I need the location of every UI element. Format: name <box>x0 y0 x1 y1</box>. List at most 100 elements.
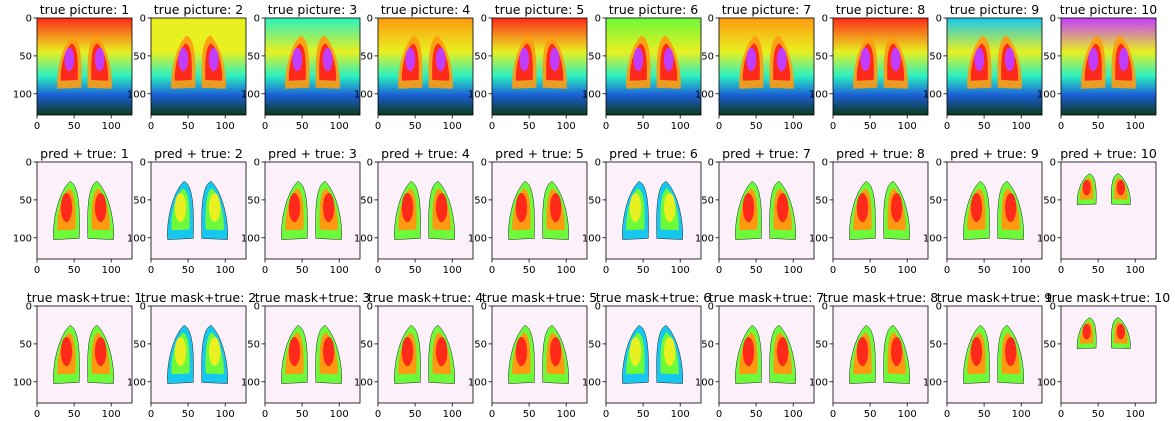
axes-frame <box>1060 305 1157 404</box>
axes-frame <box>946 305 1043 404</box>
panel-title: true mask+true: 4 <box>368 290 484 305</box>
y-tick-label: 100 <box>354 377 373 388</box>
lung-mask-hotspot <box>208 337 221 367</box>
y-tick-label: 50 <box>19 339 32 350</box>
y-tick-label: 50 <box>360 195 373 206</box>
mask-background <box>719 162 814 259</box>
lung-mask-hotspot <box>1082 179 1091 196</box>
y-tick-label: 100 <box>468 89 487 100</box>
panel: true picture: 9 0 50 100 0 50 100 <box>923 2 1043 132</box>
panel: true picture: 8 0 50 100 0 50 100 <box>809 2 929 132</box>
y-tick-label: 0 <box>254 14 260 25</box>
x-tick-label: 0 <box>716 409 722 420</box>
mask-background <box>1061 306 1156 403</box>
lung-mask-hotspot <box>515 337 528 367</box>
lung-mask-hotspot <box>208 193 221 223</box>
x-tick-label: 0 <box>830 409 836 420</box>
x-tick-label: 0 <box>148 265 154 276</box>
mask-background <box>719 306 814 403</box>
lung-mask-hotspot <box>1116 323 1126 340</box>
y-tick-label: 100 <box>809 233 828 244</box>
x-tick-label: 100 <box>330 409 349 420</box>
x-tick-label: 0 <box>262 121 268 132</box>
y-tick-label: 50 <box>1043 195 1056 206</box>
lung-hotspot <box>860 47 871 72</box>
x-tick-label: 50 <box>409 265 422 276</box>
y-tick-label: 100 <box>468 233 487 244</box>
x-tick-label: 100 <box>1126 409 1145 420</box>
panel-title: true mask+true: 2 <box>141 290 256 305</box>
x-tick-label: 0 <box>830 265 836 276</box>
panel: true picture: 7 0 50 100 0 50 100 <box>695 2 815 132</box>
axes-frame <box>605 305 702 404</box>
x-tick-label: 50 <box>1092 265 1105 276</box>
panel-title: true picture: 4 <box>381 2 470 17</box>
x-tick-label: 50 <box>637 121 650 132</box>
x-tick-label: 100 <box>557 409 576 420</box>
lung-hotspot <box>776 47 787 72</box>
mask-background <box>833 306 928 403</box>
x-tick-label: 50 <box>523 121 536 132</box>
y-tick-label: 50 <box>929 51 942 62</box>
y-tick-label: 50 <box>474 339 487 350</box>
y-tick-label: 100 <box>582 89 601 100</box>
x-tick-label: 50 <box>1092 121 1105 132</box>
y-tick-label: 50 <box>588 195 601 206</box>
panel-title: pred + true: 7 <box>722 146 811 161</box>
lung-mask-hotspot <box>174 193 187 223</box>
y-tick-label: 0 <box>822 14 828 25</box>
y-tick-label: 100 <box>695 233 714 244</box>
x-tick-label: 50 <box>409 121 422 132</box>
lung-mask-hotspot <box>890 337 903 367</box>
x-tick-label: 50 <box>68 121 81 132</box>
x-tick-label: 100 <box>102 121 121 132</box>
y-tick-label: 0 <box>367 302 373 313</box>
axes-frame <box>36 17 133 116</box>
lung-mask-hotspot <box>435 337 448 367</box>
x-tick-label: 50 <box>750 121 763 132</box>
y-tick-label: 50 <box>247 339 260 350</box>
lung-hotspot <box>208 47 219 72</box>
y-tick-label: 50 <box>701 51 714 62</box>
x-tick-label: 100 <box>784 121 803 132</box>
x-tick-label: 50 <box>409 409 422 420</box>
x-tick-label: 100 <box>443 409 462 420</box>
x-tick-label: 100 <box>216 265 235 276</box>
x-tick-label: 50 <box>182 265 195 276</box>
x-tick-label: 0 <box>830 121 836 132</box>
panel: pred + true: 4 0 50 100 0 50 100 <box>354 146 474 276</box>
y-tick-label: 100 <box>241 89 260 100</box>
x-tick-label: 0 <box>603 121 609 132</box>
x-tick-label: 0 <box>489 409 495 420</box>
axes-frame <box>1060 17 1157 116</box>
panel-title: pred + true: 6 <box>609 146 698 161</box>
panel-title: true picture: 5 <box>495 2 584 17</box>
x-tick-label: 100 <box>443 121 462 132</box>
x-tick-label: 100 <box>557 265 576 276</box>
panel-title: true mask+true: 8 <box>823 290 939 305</box>
y-tick-label: 0 <box>26 302 32 313</box>
y-tick-label: 50 <box>1043 51 1056 62</box>
mask-background <box>606 306 701 403</box>
lung-mask-hotspot <box>1004 193 1017 223</box>
lung-mask-hotspot <box>94 193 107 223</box>
y-tick-label: 100 <box>923 233 942 244</box>
axes-frame <box>150 161 247 260</box>
axes-frame <box>36 305 133 404</box>
x-tick-label: 0 <box>716 121 722 132</box>
y-tick-label: 50 <box>588 339 601 350</box>
x-tick-label: 100 <box>1012 409 1031 420</box>
panel-title: true picture: 3 <box>268 2 357 17</box>
axes-frame <box>946 17 1043 116</box>
lung-hotspot <box>519 47 530 72</box>
x-tick-label: 50 <box>978 409 991 420</box>
lung-mask-hotspot <box>435 193 448 223</box>
y-tick-label: 100 <box>582 377 601 388</box>
lung-mask-hotspot <box>94 337 107 367</box>
